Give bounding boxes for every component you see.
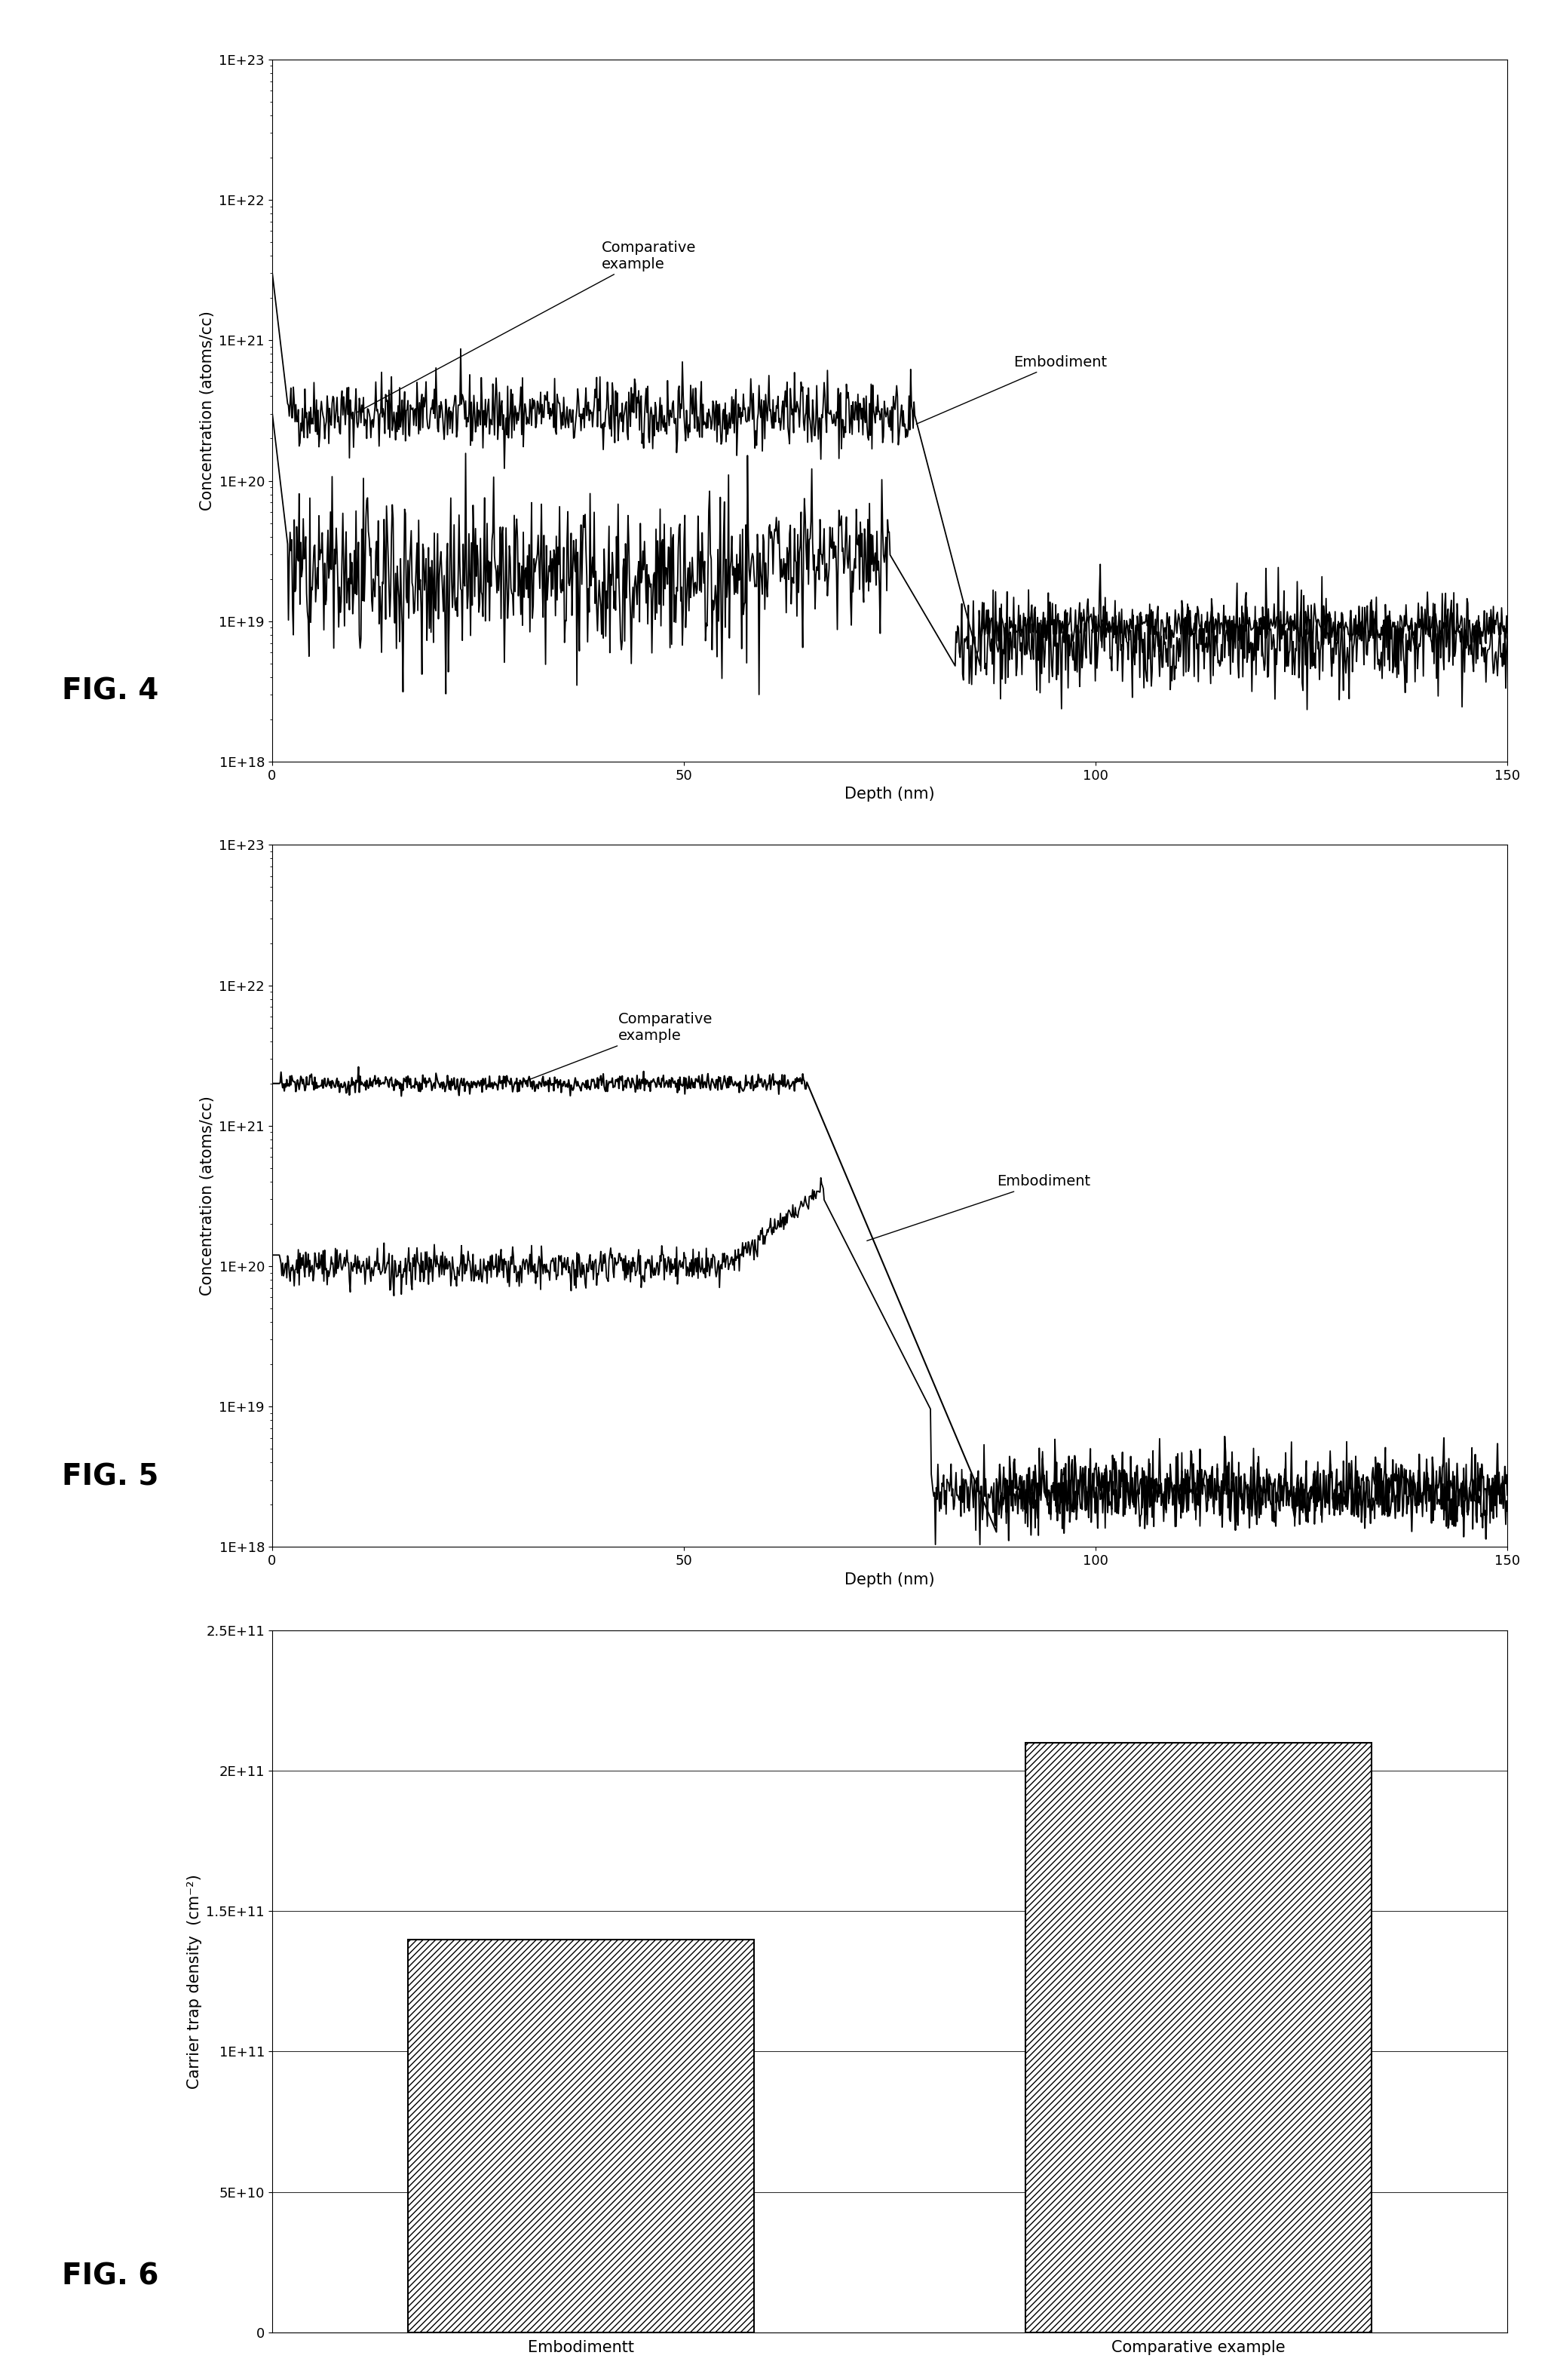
- X-axis label: Depth (nm): Depth (nm): [844, 1573, 936, 1587]
- Text: Embodiment: Embodiment: [867, 1173, 1091, 1240]
- Text: FIG. 6: FIG. 6: [62, 2261, 159, 2290]
- Y-axis label: Carrier trap density  (cm⁻²): Carrier trap density (cm⁻²): [186, 1873, 202, 2090]
- Bar: [1026, 1742, 1372, 2332]
- Y-axis label: Concentration (atoms/cc): Concentration (atoms/cc): [199, 1097, 214, 1295]
- Bar: [407, 1940, 754, 2332]
- Text: Comparative
example: Comparative example: [521, 1012, 712, 1083]
- Text: FIG. 4: FIG. 4: [62, 676, 159, 707]
- Text: Comparative
example: Comparative example: [356, 240, 696, 412]
- Text: Embodiment: Embodiment: [917, 355, 1106, 424]
- Y-axis label: Concentration (atoms/cc): Concentration (atoms/cc): [199, 312, 214, 509]
- X-axis label: Depth (nm): Depth (nm): [844, 788, 936, 802]
- Text: FIG. 5: FIG. 5: [62, 1461, 159, 1492]
